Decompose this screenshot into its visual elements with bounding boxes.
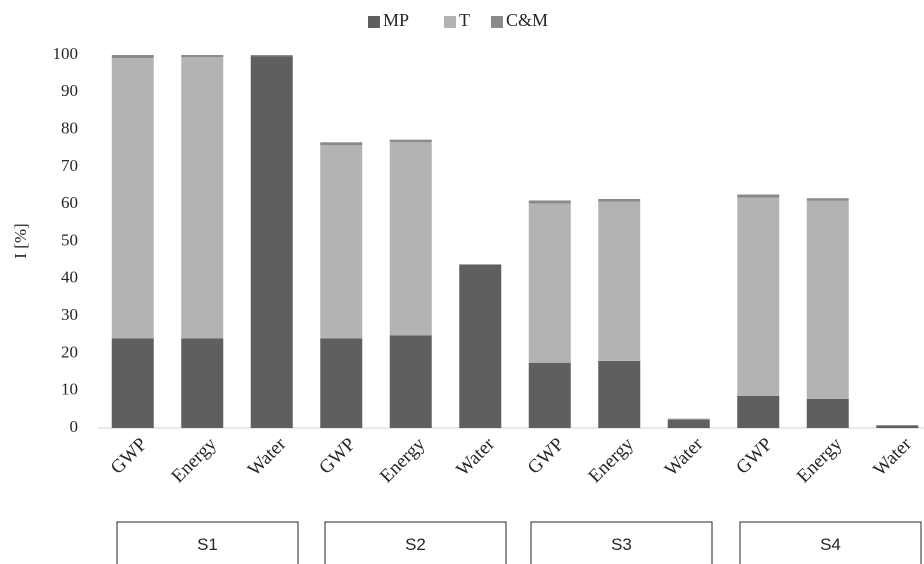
bar-segment-t <box>320 145 363 339</box>
y-axis-ticks: 0 10 20 30 40 50 60 70 80 90 100 <box>53 44 79 436</box>
x-category-label: Energy <box>584 433 638 487</box>
bar-segment-c-m <box>459 264 502 265</box>
group-label: S4 <box>820 535 841 554</box>
bar-segment-c-m <box>667 418 710 420</box>
legend-label: MP <box>383 10 409 30</box>
x-category-label: Water <box>661 433 708 480</box>
x-category-label: GWP <box>107 434 152 479</box>
bar-segment-mp <box>320 338 363 428</box>
y-tick-label: 90 <box>61 81 78 100</box>
y-tick-label: 10 <box>61 380 78 399</box>
bar-segment-mp <box>876 425 919 428</box>
x-category-label: GWP <box>315 434 360 479</box>
y-tick-label: 60 <box>61 193 78 212</box>
group-box <box>739 521 922 564</box>
group-label: S2 <box>405 535 426 554</box>
legend-swatch <box>491 16 503 28</box>
x-category-label: GWP <box>524 434 569 479</box>
bar-segment-c-m <box>806 198 849 201</box>
bar-segment-c-m <box>737 194 780 198</box>
x-axis-category-labels: GWP Energy Water GWP Energy Water GWP Energy Wat… <box>107 433 917 487</box>
x-category-label: Energy <box>167 433 221 487</box>
bar-segment-c-m <box>876 425 919 426</box>
x-category-label: Water <box>869 433 916 480</box>
group-box <box>530 521 713 564</box>
x-category-label: Water <box>452 433 499 480</box>
x-category-label: GWP <box>732 434 777 479</box>
bar-segment-c-m <box>320 142 363 146</box>
legend: MP T C&M <box>368 10 548 30</box>
x-category-label: Water <box>244 433 291 480</box>
x-category-label: Energy <box>376 433 430 487</box>
bar-segment-c-m <box>250 55 293 57</box>
legend-label: C&M <box>506 10 548 30</box>
legend-swatch <box>368 16 380 28</box>
bar-segment-t <box>111 57 154 339</box>
y-tick-label: 20 <box>61 342 78 361</box>
bar-segment-mp <box>111 338 154 428</box>
bar-segment-t <box>737 197 780 396</box>
group-label: S3 <box>611 535 632 554</box>
y-tick-label: 100 <box>53 44 79 63</box>
x-category-label: Energy <box>793 433 847 487</box>
legend-swatch <box>444 16 456 28</box>
y-tick-label: 70 <box>61 156 78 175</box>
bar-segment-mp <box>667 419 710 428</box>
bar-segment-mp <box>806 398 849 428</box>
bar-segment-mp <box>598 360 641 428</box>
bar-segment-t <box>806 200 849 399</box>
y-tick-label: 0 <box>70 417 79 436</box>
y-axis-title: I [%] <box>11 223 30 258</box>
legend-label: T <box>459 10 470 30</box>
group-labels: S1 S2 S3 S4 <box>116 521 922 564</box>
y-tick-label: 50 <box>61 230 78 249</box>
y-tick-label: 30 <box>61 305 78 324</box>
y-tick-label: 40 <box>61 268 78 287</box>
bar-segment-mp <box>528 362 571 428</box>
bar-segment-mp <box>389 335 432 428</box>
bar-segment-c-m <box>389 139 432 143</box>
group-label: S1 <box>197 535 218 554</box>
bar-segment-t <box>528 203 571 363</box>
bar-segment-t <box>389 142 432 336</box>
bar-segment-mp <box>737 395 780 428</box>
bar-segment-t <box>598 201 641 361</box>
bar-segment-c-m <box>111 55 154 58</box>
bar-segment-mp <box>459 264 502 428</box>
bar-segment-mp <box>250 56 293 429</box>
group-box <box>324 521 507 564</box>
bars <box>111 55 919 429</box>
group-box <box>116 521 299 564</box>
bar-segment-c-m <box>598 198 641 202</box>
bar-segment-c-m <box>528 200 571 204</box>
bar-segment-t <box>181 57 224 339</box>
bar-segment-mp <box>181 338 224 428</box>
bar-segment-c-m <box>181 55 224 58</box>
y-tick-label: 80 <box>61 119 78 138</box>
